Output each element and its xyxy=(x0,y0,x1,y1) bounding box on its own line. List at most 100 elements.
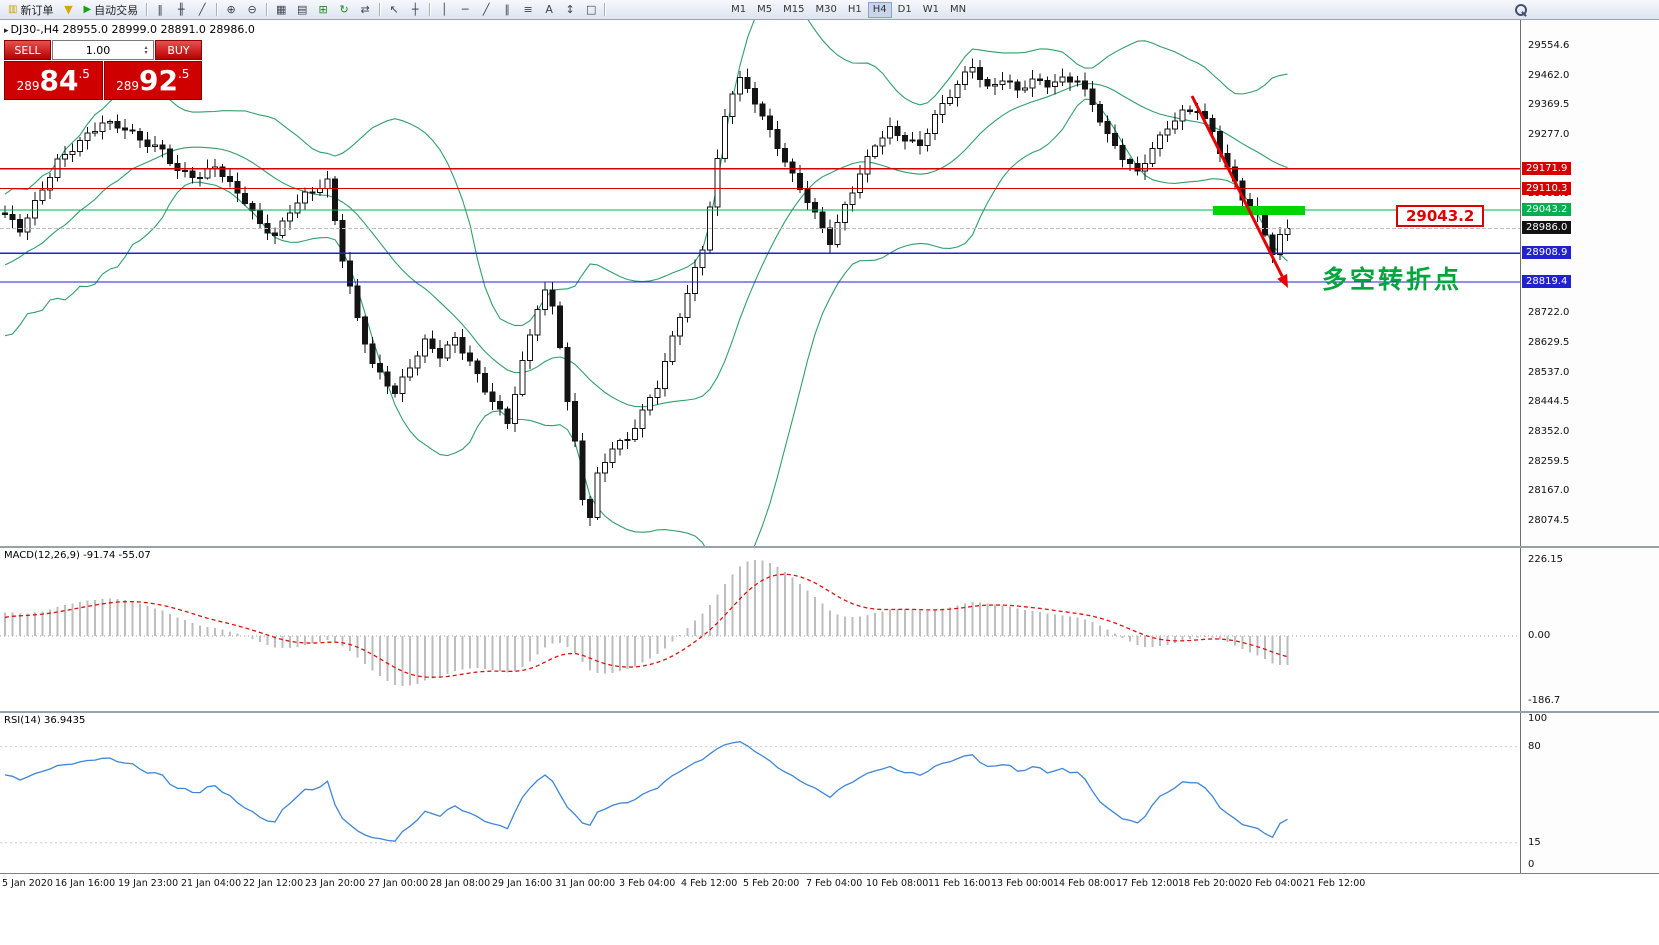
price-tick: 29462.0 xyxy=(1528,69,1570,81)
timeframe-d1[interactable]: D1 xyxy=(893,2,917,18)
buy-price-box[interactable]: 289 92.5 xyxy=(103,61,202,100)
volume-field[interactable]: ▴▾ xyxy=(52,40,154,60)
candle xyxy=(422,338,428,357)
candle xyxy=(174,163,181,171)
macd-canvas[interactable] xyxy=(0,548,1520,711)
horizontal-line-icon[interactable]: ─ xyxy=(455,1,475,18)
channel-icon[interactable]: ∥ xyxy=(497,1,517,18)
candle xyxy=(774,129,781,150)
sell-price-box[interactable]: 289 84.5 xyxy=(4,61,103,100)
candle xyxy=(62,154,68,160)
price-axis[interactable]: 29554.629462.029369.529277.029092.028722… xyxy=(1520,20,1659,546)
ohlc-bars-icon[interactable]: ‖ xyxy=(150,1,170,18)
line-chart-icon[interactable]: ╱ xyxy=(192,1,212,18)
shapes-icon[interactable]: □ xyxy=(581,1,601,18)
candle xyxy=(92,131,98,134)
time-label: 22 Jan 12:00 xyxy=(243,878,304,889)
auto-scroll-icon[interactable]: ↻ xyxy=(334,1,354,18)
filter-icon[interactable]: ▼ xyxy=(58,1,78,18)
candle xyxy=(579,440,586,500)
timeframe-buttons: M1 M5 M15 M30 H1 H4 D1 W1 MN xyxy=(726,1,971,18)
panel-divider[interactable] xyxy=(0,546,1659,548)
price-tick: 28537.0 xyxy=(1528,366,1570,378)
time-label: 23 Jan 20:00 xyxy=(305,878,366,889)
price-tick: 28074.5 xyxy=(1528,515,1570,526)
trendline-icon[interactable]: ╱ xyxy=(476,1,496,18)
vertical-line-icon[interactable]: │ xyxy=(434,1,454,18)
candle xyxy=(414,355,421,369)
volume-input[interactable] xyxy=(53,43,153,57)
candle xyxy=(1134,163,1141,172)
candle xyxy=(887,126,893,139)
chart-shift-icon[interactable]: ⇄ xyxy=(355,1,375,18)
chart-list-icon[interactable]: ▤ xyxy=(292,1,312,18)
expand-arrow-icon[interactable]: ▸ xyxy=(4,26,9,36)
candle xyxy=(452,337,458,346)
arrows-icon[interactable]: ↕ xyxy=(560,1,580,18)
cursor-icon[interactable]: ↖ xyxy=(384,1,404,18)
rsi-axis[interactable]: 100 80 15 0 xyxy=(1520,713,1659,873)
candle xyxy=(242,192,248,205)
candle xyxy=(602,461,608,474)
spinner-down-icon[interactable]: ▾ xyxy=(144,49,148,56)
rsi-canvas[interactable] xyxy=(0,713,1520,873)
auto-trading-button[interactable]: ▶ 自动交易 xyxy=(78,1,143,19)
timeframe-m1[interactable]: M1 xyxy=(726,2,751,18)
timeframe-h4[interactable]: H4 xyxy=(867,1,892,18)
search-icon[interactable] xyxy=(1514,3,1528,17)
spinner-up-icon[interactable]: ▴ xyxy=(144,44,148,51)
candle xyxy=(962,71,968,85)
candle xyxy=(1104,121,1111,134)
sell-button[interactable]: SELL xyxy=(4,40,51,60)
zoom-in-icon[interactable]: ⊕ xyxy=(221,1,241,18)
candle xyxy=(1112,132,1118,146)
candle xyxy=(587,498,593,518)
text-icon[interactable]: A xyxy=(539,1,559,18)
candle xyxy=(849,192,856,206)
panel-divider[interactable] xyxy=(0,711,1659,713)
candle xyxy=(1059,76,1066,83)
candle xyxy=(699,249,706,269)
buy-button[interactable]: BUY xyxy=(155,40,202,60)
price-callout-box[interactable]: 29043.2 xyxy=(1396,205,1485,227)
time-axis[interactable]: 5 Jan 2020 16 Jan 16:00 19 Jan 23:00 21 Jan… xyxy=(0,874,1659,895)
macd-axis[interactable]: 226.15 0.00 -186.7 xyxy=(1520,548,1659,711)
candle xyxy=(309,191,316,194)
candle xyxy=(549,289,556,307)
bollinger-band-upper xyxy=(4,20,1288,327)
new-chart-icon[interactable]: ⊞ xyxy=(313,1,333,18)
candlestick-chart-icon[interactable]: ╫ xyxy=(171,1,191,18)
rsi-line xyxy=(4,741,1288,842)
rsi-axis-label: 0 xyxy=(1528,859,1535,870)
fibonacci-icon[interactable]: ≡ xyxy=(518,1,538,18)
bollinger-band-middle xyxy=(4,83,1288,408)
sell-price-big-digits: 84 xyxy=(39,63,79,97)
turning-point-annotation[interactable]: 多空转折点 xyxy=(1322,265,1463,294)
candle xyxy=(827,227,833,246)
timeframe-m5[interactable]: M5 xyxy=(752,2,777,18)
timeframe-m30[interactable]: M30 xyxy=(811,2,842,18)
candle xyxy=(69,151,76,156)
highlight-rectangle[interactable] xyxy=(1213,206,1305,215)
candle xyxy=(474,360,481,374)
time-label: 31 Jan 00:00 xyxy=(555,878,616,889)
volume-spinner[interactable]: ▴ ▾ xyxy=(140,41,152,59)
zoom-out-icon[interactable]: ⊖ xyxy=(242,1,262,18)
trend-arrow-head xyxy=(1277,273,1288,288)
trend-arrow-line[interactable] xyxy=(1190,95,1284,278)
candle xyxy=(137,130,143,141)
new-order-button[interactable]: ▥ 新订单 xyxy=(3,1,58,19)
tile-windows-icon[interactable]: ▦ xyxy=(271,1,291,18)
timeframe-m15[interactable]: M15 xyxy=(778,2,809,18)
candle xyxy=(354,285,361,318)
toolbar-tools: ‖ ╫ ╱ ⊕ ⊖ ▦ ▤ ⊞ ↻ ⇄ ↖ ┼ │ ─ ╱ ∥ ≡ A ↕ □ xyxy=(150,1,601,18)
timeframe-h1[interactable]: H1 xyxy=(843,2,867,18)
candle xyxy=(189,170,196,179)
candle xyxy=(662,361,668,390)
rsi-axis-label: 80 xyxy=(1528,740,1541,752)
timeframe-w1[interactable]: W1 xyxy=(918,2,944,18)
toolbar-separator xyxy=(216,3,218,16)
main-chart-canvas[interactable] xyxy=(0,20,1520,546)
timeframe-mn[interactable]: MN xyxy=(945,2,971,18)
crosshair-icon[interactable]: ┼ xyxy=(405,1,425,18)
